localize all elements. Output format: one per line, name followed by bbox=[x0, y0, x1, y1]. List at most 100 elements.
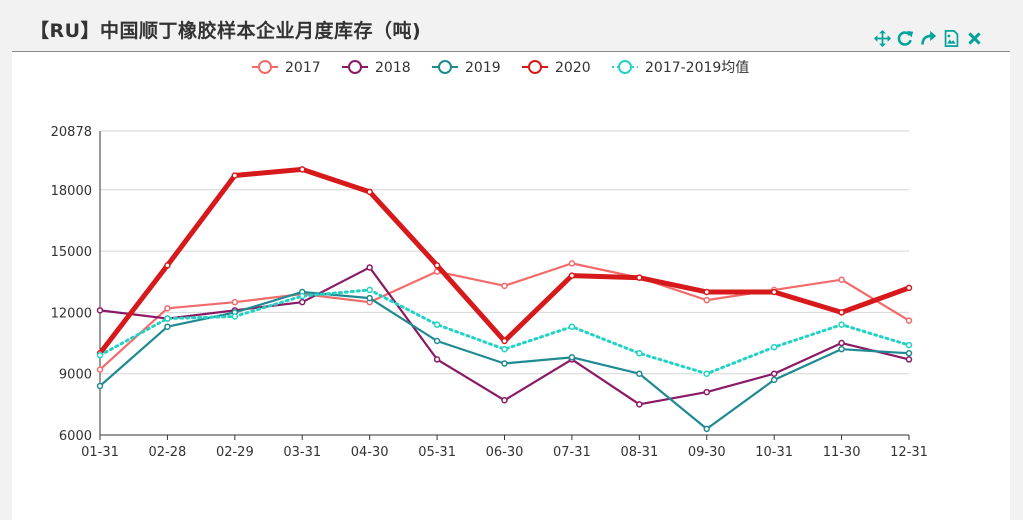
data-point bbox=[568, 260, 576, 267]
data-point bbox=[905, 356, 913, 363]
data-point bbox=[231, 172, 239, 179]
data-point bbox=[905, 350, 913, 357]
series-2020 bbox=[96, 166, 913, 357]
y-tick-label: 20878 bbox=[51, 125, 92, 140]
x-tick-label: 02-29 bbox=[216, 445, 254, 460]
legend-marker bbox=[348, 60, 362, 74]
legend-item-2020[interactable]: 2020 bbox=[522, 60, 591, 76]
data-point bbox=[231, 298, 239, 306]
data-point bbox=[568, 354, 576, 361]
legend-label: 2017 bbox=[285, 60, 321, 76]
x-tick-label: 11-30 bbox=[823, 445, 861, 460]
data-point bbox=[703, 370, 710, 377]
data-point bbox=[96, 307, 104, 314]
data-point bbox=[231, 313, 239, 320]
data-point bbox=[636, 350, 643, 357]
data-point bbox=[164, 315, 171, 322]
data-point bbox=[770, 288, 778, 296]
legend: 2017 2018 2019 2020 2017-2019均值 bbox=[252, 60, 749, 76]
legend-item-2017[interactable]: 2017 bbox=[252, 60, 321, 76]
data-point bbox=[636, 401, 643, 408]
data-point bbox=[164, 262, 171, 269]
data-point bbox=[703, 425, 710, 433]
legend-marker bbox=[528, 60, 542, 74]
chart-header: 【RU】中国顺丁橡胶样本企业月度库存（吨) bbox=[0, 0, 1023, 52]
data-point bbox=[636, 274, 643, 281]
move-icon[interactable] bbox=[874, 29, 891, 47]
data-point bbox=[366, 188, 373, 196]
legend-label: 2019 bbox=[465, 60, 501, 76]
data-point bbox=[501, 360, 508, 367]
legend-marker bbox=[258, 60, 272, 74]
data-point bbox=[433, 321, 441, 328]
data-point bbox=[501, 282, 508, 290]
legend-item-2017-2019均值[interactable]: 2017-2019均值 bbox=[612, 60, 749, 76]
chart-panel bbox=[12, 52, 1010, 520]
legend-item-2018[interactable]: 2018 bbox=[342, 60, 411, 76]
data-point bbox=[770, 370, 778, 377]
chart-title: 【RU】中国顺丁橡胶样本企业月度库存（吨) bbox=[30, 20, 422, 42]
data-point bbox=[838, 309, 845, 316]
x-tick-label: 07-31 bbox=[553, 445, 591, 460]
y-tick-label: 9000 bbox=[59, 368, 92, 383]
data-point bbox=[366, 264, 373, 271]
data-point bbox=[299, 292, 306, 300]
data-point bbox=[905, 317, 913, 324]
data-point bbox=[366, 286, 373, 294]
series-2019 bbox=[96, 288, 913, 433]
share-icon[interactable] bbox=[920, 30, 937, 47]
data-point bbox=[636, 370, 643, 377]
y-tick-label: 12000 bbox=[51, 306, 92, 321]
data-point bbox=[164, 323, 171, 330]
data-point bbox=[299, 166, 306, 173]
data-point bbox=[838, 321, 845, 328]
refresh-icon[interactable] bbox=[897, 30, 914, 47]
data-point bbox=[299, 298, 306, 306]
header-divider bbox=[12, 51, 1010, 52]
legend-item-2019[interactable]: 2019 bbox=[432, 60, 501, 76]
x-tick-label: 05-31 bbox=[418, 445, 456, 460]
data-point bbox=[96, 352, 104, 359]
data-point bbox=[770, 376, 778, 384]
data-point bbox=[703, 288, 710, 296]
axes: 6000 9000 12000 15000 18000 20878 01-31 02-28 02… bbox=[51, 125, 928, 460]
x-tick-label: 02-28 bbox=[149, 445, 187, 460]
y-tick-label: 15000 bbox=[51, 245, 92, 260]
save-image-icon[interactable] bbox=[943, 29, 960, 47]
x-tick-label: 06-30 bbox=[486, 445, 524, 460]
data-point bbox=[703, 296, 710, 304]
data-point bbox=[838, 345, 845, 353]
data-point bbox=[905, 341, 913, 349]
data-point bbox=[905, 284, 913, 292]
data-point bbox=[501, 337, 508, 345]
line-chart: 2017 2018 2019 2020 2017-2019均值 6000 9000 1200… bbox=[51, 60, 928, 460]
data-point bbox=[433, 262, 441, 269]
data-point bbox=[838, 276, 845, 283]
data-point bbox=[501, 345, 508, 353]
data-point bbox=[770, 343, 778, 351]
series-line-2020 bbox=[97, 166, 912, 356]
legend-label: 2018 bbox=[375, 60, 411, 76]
x-tick-label: 04-30 bbox=[351, 445, 389, 460]
y-tick-label: 6000 bbox=[59, 429, 92, 444]
data-point bbox=[838, 339, 845, 347]
data-point bbox=[703, 388, 710, 396]
x-tick-label: 08-31 bbox=[620, 445, 658, 460]
legend-marker bbox=[438, 60, 452, 74]
series-2017-2019均值 bbox=[96, 286, 913, 377]
x-tick-label: 12-31 bbox=[890, 445, 928, 460]
legend-label: 2020 bbox=[555, 60, 591, 76]
data-point bbox=[568, 272, 576, 279]
legend-label: 2017-2019均值 bbox=[645, 60, 749, 76]
y-tick-label: 18000 bbox=[51, 184, 92, 199]
data-point bbox=[568, 323, 576, 330]
data-point bbox=[433, 356, 441, 363]
data-point bbox=[501, 397, 508, 404]
close-icon[interactable] bbox=[966, 30, 983, 47]
x-tick-label: 10-31 bbox=[755, 445, 793, 460]
data-point bbox=[96, 382, 104, 390]
toolbox bbox=[874, 28, 983, 48]
x-tick-label: 01-31 bbox=[81, 445, 119, 460]
data-point bbox=[433, 337, 441, 345]
series-layer bbox=[96, 166, 913, 433]
